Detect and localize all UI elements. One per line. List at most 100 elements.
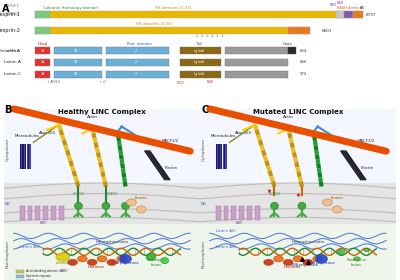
FancyBboxPatch shape xyxy=(16,270,24,273)
Ellipse shape xyxy=(87,259,97,265)
Text: 2: 2 xyxy=(134,48,137,53)
Ellipse shape xyxy=(74,202,82,209)
Text: Vimentin: Vimentin xyxy=(161,145,178,149)
FancyBboxPatch shape xyxy=(28,206,32,220)
Text: Calponin Homology domain: Calponin Homology domain xyxy=(43,6,98,10)
Text: B: B xyxy=(4,105,11,115)
FancyBboxPatch shape xyxy=(28,144,29,169)
Bar xyxy=(288,27,310,34)
Text: ★: ★ xyxy=(266,189,271,194)
Ellipse shape xyxy=(146,254,156,261)
Ellipse shape xyxy=(102,202,110,209)
Bar xyxy=(106,47,169,54)
Text: SR domains (1-74): SR domains (1-74) xyxy=(155,6,191,10)
Text: ESD: ESD xyxy=(336,1,344,5)
Bar xyxy=(35,71,50,78)
Ellipse shape xyxy=(122,202,130,209)
Ellipse shape xyxy=(298,202,306,209)
Text: RNA polymerase: RNA polymerase xyxy=(290,263,317,267)
Text: 2: 2 xyxy=(134,60,137,64)
Text: Vimentin: Vimentin xyxy=(357,145,374,149)
Bar xyxy=(106,71,169,78)
Ellipse shape xyxy=(337,249,345,254)
Text: Tail: Tail xyxy=(196,41,202,46)
Text: Akap450: Akap450 xyxy=(39,130,56,135)
FancyBboxPatch shape xyxy=(24,144,25,169)
Text: Ig fold: Ig fold xyxy=(194,48,204,53)
Bar xyxy=(225,71,288,78)
Bar xyxy=(54,71,102,78)
Text: LMNA: LMNA xyxy=(8,48,20,53)
Text: SYNE2: SYNE2 xyxy=(6,12,20,16)
Text: 8797: 8797 xyxy=(366,13,377,17)
Ellipse shape xyxy=(126,199,136,206)
Ellipse shape xyxy=(161,258,169,264)
Text: 1B: 1B xyxy=(74,60,78,64)
Text: 664: 664 xyxy=(299,48,306,53)
Text: A: A xyxy=(2,4,10,14)
FancyBboxPatch shape xyxy=(4,183,200,227)
Text: ↑ AD/10: ↑ AD/10 xyxy=(48,80,60,84)
FancyBboxPatch shape xyxy=(4,109,200,188)
Ellipse shape xyxy=(120,255,131,263)
Text: 646: 646 xyxy=(299,60,306,64)
Text: ★: ★ xyxy=(296,193,300,198)
FancyBboxPatch shape xyxy=(26,144,28,169)
Text: Microtubules: Microtubules xyxy=(15,134,40,138)
FancyBboxPatch shape xyxy=(216,144,217,169)
Text: Lamin A: Lamin A xyxy=(4,60,20,64)
Bar xyxy=(225,47,288,54)
Text: Nesprin-1: Nesprin-1 xyxy=(0,12,20,17)
Bar xyxy=(225,59,288,66)
FancyBboxPatch shape xyxy=(255,206,260,220)
Bar xyxy=(344,11,353,18)
FancyBboxPatch shape xyxy=(224,206,228,220)
Text: Caax: Caax xyxy=(283,41,293,46)
FancyBboxPatch shape xyxy=(218,144,220,169)
Text: 572: 572 xyxy=(299,72,307,76)
Text: Transcription
factors: Transcription factors xyxy=(147,258,167,267)
Bar xyxy=(106,59,169,66)
Text: Ig fold: Ig fold xyxy=(194,60,204,64)
Text: 1B: 1B xyxy=(74,72,78,76)
Text: Emerin: Emerin xyxy=(331,196,344,200)
Text: AD: AD xyxy=(360,6,365,10)
Text: NBO: NBO xyxy=(206,80,214,84)
FancyBboxPatch shape xyxy=(25,144,26,169)
Text: Nesprin
domains: Nesprin domains xyxy=(56,256,70,265)
Text: Microtubules: Microtubules xyxy=(211,134,236,138)
FancyBboxPatch shape xyxy=(200,223,396,280)
Text: SR domains (1-56): SR domains (1-56) xyxy=(136,22,172,26)
Text: SUN1/2: SUN1/2 xyxy=(268,192,281,196)
Text: Heterochromatin: Heterochromatin xyxy=(95,240,128,244)
Bar xyxy=(353,11,362,18)
Text: Lamin A/C: Lamin A/C xyxy=(216,229,236,233)
Text: 1B: 1B xyxy=(74,48,78,53)
Ellipse shape xyxy=(264,259,274,265)
Bar xyxy=(180,71,221,78)
FancyBboxPatch shape xyxy=(29,144,30,169)
FancyBboxPatch shape xyxy=(20,206,24,220)
Text: Emerin: Emerin xyxy=(135,196,148,200)
Ellipse shape xyxy=(364,248,370,252)
Text: SUN1/2: SUN1/2 xyxy=(72,192,85,196)
FancyBboxPatch shape xyxy=(200,183,396,227)
Text: Healthy LINC Complex: Healthy LINC Complex xyxy=(58,109,146,115)
Text: Plectin: Plectin xyxy=(165,166,178,170)
Bar xyxy=(35,47,50,54)
Bar xyxy=(288,47,296,54)
Text: KASH domain: KASH domain xyxy=(337,6,362,10)
Text: Head: Head xyxy=(38,41,48,46)
Text: Ig fold: Ig fold xyxy=(194,72,204,76)
Bar xyxy=(54,59,102,66)
FancyBboxPatch shape xyxy=(200,109,396,188)
FancyBboxPatch shape xyxy=(221,144,222,169)
Ellipse shape xyxy=(316,255,327,263)
Text: Nucleoplasm: Nucleoplasm xyxy=(202,240,206,268)
FancyBboxPatch shape xyxy=(21,144,22,169)
Text: LBR: LBR xyxy=(236,221,243,225)
Bar xyxy=(35,11,362,18)
Ellipse shape xyxy=(303,259,313,265)
FancyBboxPatch shape xyxy=(4,223,200,280)
Ellipse shape xyxy=(353,257,360,261)
